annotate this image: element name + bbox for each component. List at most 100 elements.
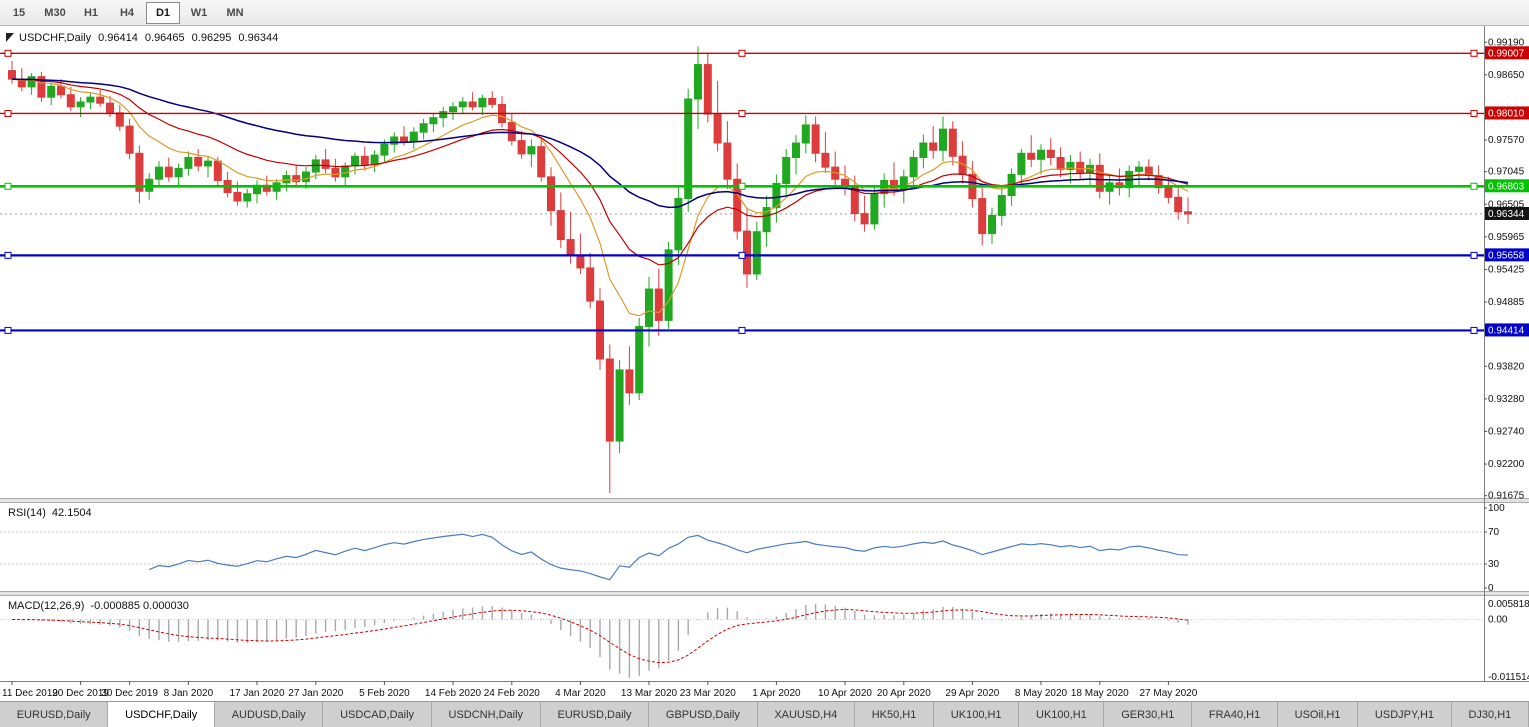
- candle-body: [370, 154, 379, 166]
- chart-tab-usdchf-daily[interactable]: USDCHF,Daily: [108, 702, 215, 727]
- price-axis[interactable]: 0.99190 0.98650 0.97570 0.97045 0.96505 0.959…: [1484, 37, 1529, 502]
- line-handle[interactable]: [4, 182, 12, 190]
- candle-body: [96, 96, 105, 104]
- timeframe-button-d1[interactable]: D1: [146, 1, 180, 24]
- chart-tab-xauusd-h4[interactable]: XAUUSD,H4: [758, 702, 855, 727]
- date-label: 13 Mar 2020: [621, 688, 678, 699]
- price-badge-label: 0.96803: [1488, 181, 1525, 192]
- chart-surface[interactable]: [0, 26, 1484, 681]
- candle-body: [478, 97, 487, 108]
- line-handle[interactable]: [1470, 326, 1478, 334]
- price-badge: [1485, 206, 1529, 220]
- candle-body: [899, 176, 908, 190]
- chart-tab-usdcnh-daily[interactable]: USDCNH,Daily: [432, 702, 541, 727]
- date-label: 27 May 2020: [1139, 688, 1197, 699]
- candle-body: [625, 369, 634, 394]
- candle-body: [703, 64, 712, 115]
- chart-tab-eurusd-daily[interactable]: EURUSD,Daily: [541, 702, 650, 727]
- chart-tab-uk100-h1[interactable]: UK100,H1: [1019, 702, 1105, 727]
- candle-body: [1076, 161, 1085, 174]
- price-badge: [1485, 248, 1529, 262]
- candle-body: [135, 152, 144, 192]
- chart-tab-hk50-h1[interactable]: HK50,H1: [855, 702, 935, 727]
- ma-line-21: [11, 78, 1189, 266]
- candle-body: [86, 96, 95, 103]
- candle-body: [556, 210, 565, 241]
- candle-body: [792, 142, 800, 159]
- line-handle[interactable]: [4, 49, 12, 57]
- chart-tab-audusd-daily[interactable]: AUDUSD,Daily: [215, 702, 324, 727]
- candle-body: [1027, 152, 1036, 160]
- candle-body: [635, 325, 644, 394]
- price-tick-label: 0.95425: [1488, 264, 1525, 275]
- candle-body: [1056, 157, 1065, 171]
- candle-body: [458, 101, 467, 108]
- candle-body: [194, 157, 203, 167]
- line-handle[interactable]: [738, 49, 746, 57]
- line-handle[interactable]: [738, 109, 746, 117]
- chart-tab-eurusd-daily[interactable]: EURUSD,Daily: [0, 702, 109, 727]
- date-label: 4 Mar 2020: [555, 688, 606, 699]
- line-handle[interactable]: [4, 326, 12, 334]
- ma-line-10: [11, 78, 1189, 317]
- date-label: 18 May 2020: [1071, 688, 1129, 699]
- price-tick-label: 0.93820: [1488, 361, 1525, 372]
- candle-body: [654, 288, 663, 321]
- chart-tab-usoil-h1[interactable]: USOil,H1: [1278, 702, 1359, 727]
- line-handle[interactable]: [4, 109, 12, 117]
- candle-body: [988, 214, 996, 235]
- date-label: 8 May 2020: [1015, 688, 1068, 699]
- candle-body: [66, 94, 75, 108]
- line-handle[interactable]: [738, 326, 746, 334]
- candle-body: [801, 124, 810, 144]
- candle-body: [615, 369, 624, 442]
- timeframe-button-h1[interactable]: H1: [83, 6, 99, 19]
- chart-canvas: 0.99190 0.98650 0.97570 0.97045 0.96505 0.959…: [0, 26, 1529, 699]
- candle-body: [850, 187, 859, 215]
- candle-body: [233, 191, 242, 202]
- chart-tab-usdjpy-h1[interactable]: USDJPY,H1: [1358, 702, 1452, 727]
- line-handle[interactable]: [1470, 49, 1478, 57]
- timeframe-button-m30[interactable]: M30: [44, 6, 66, 19]
- price-badge-label: 0.96344: [1488, 209, 1525, 220]
- candle-body: [547, 176, 555, 212]
- candle-body: [684, 98, 693, 200]
- chart-tab-dj30-h1[interactable]: DJ30,H1: [1452, 702, 1529, 727]
- chart-tab-usdcad-daily[interactable]: USDCAD,Daily: [323, 702, 432, 727]
- pane-separator[interactable]: [0, 591, 1529, 596]
- price-tick-label: 0.98650: [1488, 70, 1525, 81]
- date-label: 8 Jan 2020: [164, 688, 214, 699]
- rsi-axis-label: 0: [1488, 583, 1494, 594]
- candle-body: [449, 106, 457, 113]
- price-badge-label: 0.99007: [1488, 48, 1525, 59]
- pane-separator[interactable]: [0, 498, 1529, 503]
- price-badge-label: 0.94414: [1488, 325, 1525, 336]
- price-tick-label: 0.99190: [1488, 37, 1525, 48]
- price-badge: [1485, 106, 1529, 120]
- macd-signal-line: [11, 608, 1189, 664]
- line-handle[interactable]: [738, 182, 746, 190]
- chart-tab-uk100-h1[interactable]: UK100,H1: [934, 702, 1020, 727]
- candle-body: [674, 198, 683, 251]
- symbol-ohlc-header: USDCHF,Daily 0.96414 0.96465 0.96295 0.96344: [19, 32, 278, 44]
- timeframe-button-h4[interactable]: H4: [119, 6, 135, 19]
- chart-tab-ger30-h1[interactable]: GER30,H1: [1104, 702, 1193, 727]
- line-handle[interactable]: [1470, 251, 1478, 259]
- timeframe-button-w1[interactable]: W1: [190, 6, 208, 19]
- chart-tab-fra40-h1[interactable]: FRA40,H1: [1192, 702, 1278, 727]
- line-handle[interactable]: [4, 251, 12, 259]
- timeframe-button-15[interactable]: 15: [12, 6, 26, 19]
- date-label: 1 Apr 2020: [752, 688, 801, 699]
- chart-tab-gbpusd-daily[interactable]: GBPUSD,Daily: [649, 702, 758, 727]
- line-handle[interactable]: [1470, 109, 1478, 117]
- price-tick-label: 0.92740: [1488, 426, 1525, 437]
- candle-body: [488, 97, 497, 105]
- date-label: 20 Dec 2019: [52, 688, 109, 699]
- timeframe-button-mn[interactable]: MN: [226, 6, 244, 19]
- price-tick-label: 0.91675: [1488, 491, 1525, 502]
- line-handle[interactable]: [738, 251, 746, 259]
- candle-body: [164, 166, 173, 178]
- line-handle[interactable]: [1470, 182, 1478, 190]
